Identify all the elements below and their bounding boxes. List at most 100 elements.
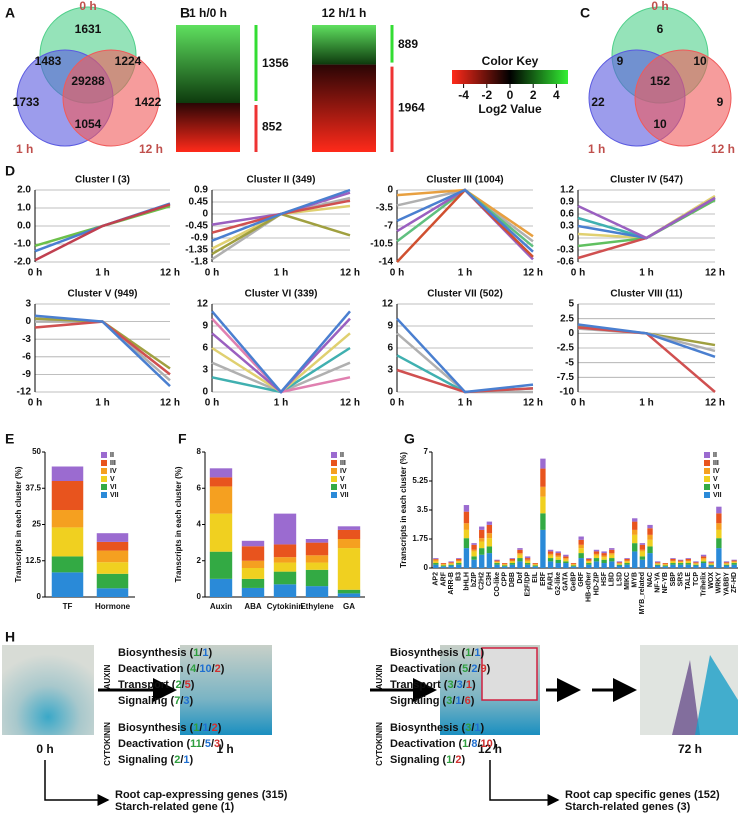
y-tick-label: 0.0 (17, 221, 31, 232)
x-tick-label: 0 h (28, 268, 42, 279)
item-part: 3 (446, 695, 452, 707)
legend-swatch (331, 468, 337, 474)
y-tick-label: 0 (202, 387, 208, 398)
heatmap-up (176, 25, 240, 103)
bar-segment (509, 558, 516, 559)
x-tick-label: 1 h (274, 398, 288, 409)
bar-segment (723, 563, 730, 564)
x-tick-label: 0 h (571, 268, 585, 279)
item-part: 1 (183, 754, 189, 766)
venn-count: 29288 (71, 74, 105, 88)
note: Root cap specific genes (152) (565, 789, 720, 801)
y-tick-label: 6 (197, 483, 202, 492)
y-tick-label: 4 (197, 520, 202, 529)
item-part: 11 (190, 738, 202, 750)
y-tick-label: 0 (387, 185, 393, 196)
bar-segment (463, 511, 470, 524)
x-tick-label: 1 h (274, 268, 288, 279)
y-tick-label: 1.2 (560, 185, 574, 196)
legend-label: VII (340, 492, 349, 499)
item-part: / (468, 663, 471, 675)
bar-segment (96, 541, 129, 551)
x-tick-label: bZIP (471, 572, 478, 587)
item-part: 3 (183, 695, 189, 707)
series-line (211, 361, 351, 394)
bar-segment (494, 563, 500, 565)
venn-count: 22 (591, 95, 605, 109)
bar-segment (677, 562, 684, 564)
count-down: 1964 (398, 100, 425, 114)
y-tick-label: 50 (32, 447, 41, 456)
bar-segment (448, 561, 454, 563)
bar-segment (708, 564, 714, 566)
bar-segment (563, 558, 569, 560)
y-tick-label: -1.35 (185, 245, 208, 256)
legend-label: V (110, 476, 115, 483)
item-part: ) (481, 722, 485, 734)
y-tick-label: 12 (197, 299, 209, 310)
bar-segment (471, 544, 477, 550)
item-part: 1 (446, 754, 452, 766)
photo (180, 645, 272, 735)
bar-segment (448, 564, 454, 566)
item-part: 10 (481, 738, 493, 750)
x-tick-label: 0 h (205, 398, 219, 409)
bar-segment (547, 561, 554, 568)
item-part: / (477, 738, 480, 750)
legend-swatch (101, 484, 107, 490)
x-tick-label: ZF-HD (731, 572, 738, 593)
bar-segment (677, 559, 684, 561)
item-part: 1 (193, 647, 199, 659)
bar-segment (433, 563, 439, 565)
bar-segment (51, 556, 84, 573)
item-part: / (199, 722, 202, 734)
bar-segment (639, 556, 646, 560)
series-line (577, 326, 716, 393)
x-tick-label: TF (63, 602, 73, 611)
item-part: Deactivation ( (390, 738, 462, 750)
panel-label: H (5, 629, 15, 645)
bar-segment (708, 563, 714, 564)
y-tick-label: -5 (565, 357, 574, 368)
bar-segment (700, 561, 707, 564)
bar-segment (209, 477, 233, 487)
bar-segment (433, 564, 439, 568)
x-tick-label: YABBY (723, 572, 730, 596)
x-tick-label: G2-like (555, 572, 562, 595)
bar-segment (593, 553, 600, 556)
y-tick-label: -14 (379, 257, 394, 268)
legend-swatch (704, 460, 710, 466)
bar-segment (51, 466, 84, 481)
bar-segment (639, 559, 646, 568)
series-line (34, 314, 171, 388)
bar-segment (670, 558, 676, 559)
y-tick-label: 9 (387, 321, 393, 332)
bar-segment (593, 555, 600, 559)
bar-segment (532, 566, 538, 568)
item-part: 6 (465, 695, 471, 707)
set-label: 0 h (651, 0, 668, 13)
bar-segment (463, 538, 470, 549)
bar-segment (708, 565, 714, 568)
y-tick-label: 12.5 (25, 556, 41, 565)
bar-segment (433, 559, 439, 562)
item-part: Signaling ( (390, 754, 447, 766)
x-tick-label: 12 h (160, 398, 180, 409)
x-tick-label: B3 (456, 572, 463, 581)
bar-segment (609, 548, 615, 550)
bar-segment (670, 563, 676, 565)
item-part: 1 (202, 647, 208, 659)
y-tick-label: -3 (22, 334, 31, 345)
legend-label: IV (340, 468, 347, 475)
bar-segment (456, 564, 462, 568)
legend-label: IV (713, 468, 720, 475)
chart-title: Cluster VIII (11) (610, 289, 682, 300)
item-part: Signaling ( (118, 754, 175, 766)
y-tick-label: 0 (25, 316, 31, 327)
x-tick-label: WRKY (716, 572, 723, 594)
key-label: Log2 Value (478, 102, 542, 116)
y-tick-label: -12 (17, 387, 32, 398)
item-part: / (211, 738, 214, 750)
bar-segment (273, 557, 297, 563)
x-tick-label: bHLH (463, 572, 470, 591)
